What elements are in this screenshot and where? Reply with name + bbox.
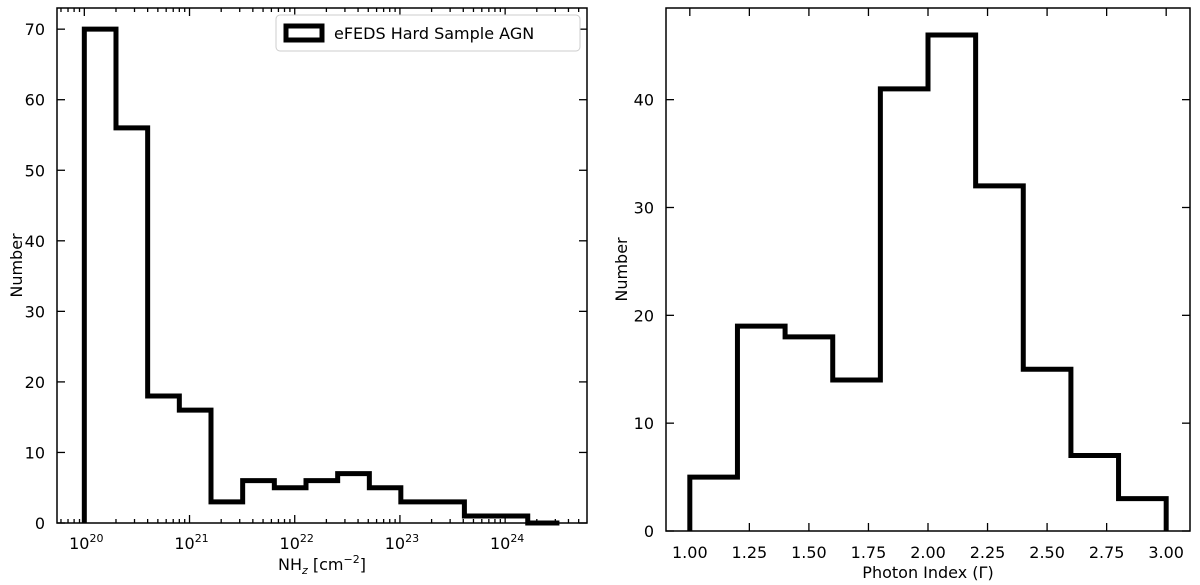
histogram-step-line (687, 32, 1169, 531)
y-tick-label: 10 (634, 414, 654, 433)
histogram-bin (880, 89, 928, 531)
histogram-bin (433, 502, 465, 523)
nh-histogram-panel: 0 10 20 30 40 50 60 70 1020 1021 1022 1023 1024 Numbe… (0, 0, 600, 581)
y-tick-label: 0 (644, 522, 654, 541)
y-tick-label: 20 (634, 306, 654, 325)
histogram-bin (211, 502, 243, 523)
y-tick-label: 30 (25, 302, 45, 321)
x-tick-label: 1.50 (791, 543, 827, 562)
histogram-bin (369, 488, 400, 523)
x-tick-label: 1.75 (851, 543, 887, 562)
x-tick-label: 2.00 (910, 543, 946, 562)
histogram-bin (148, 396, 180, 523)
y-tick-label: 30 (634, 198, 654, 217)
y-tick-label: 40 (634, 91, 654, 110)
histogram-bin (785, 337, 833, 531)
x-tick-label: 1022 (280, 532, 314, 553)
x-axis-label: Photon Index (Γ) (862, 563, 993, 581)
legend: eFEDS Hard Sample AGN (275, 14, 581, 52)
y-tick-label: 40 (25, 232, 45, 251)
x-tick-label: 1021 (174, 532, 208, 553)
histogram-bin (401, 502, 433, 523)
legend-box (275, 14, 581, 52)
histogram-bin (243, 481, 275, 523)
x-tick-label: 1.00 (672, 543, 708, 562)
histogram-bin (1023, 369, 1071, 531)
histogram-bin (1119, 499, 1167, 531)
histogram-step-line (81, 26, 560, 526)
histogram-bin (84, 29, 116, 523)
histogram-bin (306, 481, 338, 523)
histogram-bin (833, 380, 881, 531)
histogram-bin (737, 326, 785, 531)
histogram-bin (928, 35, 976, 531)
y-tick-label: 10 (25, 443, 45, 462)
legend-label: eFEDS Hard Sample AGN (334, 24, 534, 43)
x-tick-label: 1024 (490, 532, 524, 553)
y-axis-label: Number (7, 233, 26, 298)
y-tick-label: 50 (25, 161, 45, 180)
y-tick-label: 60 (25, 91, 45, 110)
histogram-bin (274, 488, 306, 523)
x-tick-label: 1023 (385, 532, 419, 553)
y-axis-label: Number (612, 237, 631, 302)
legend-swatch (283, 23, 325, 43)
x-tick-label: 1.25 (732, 543, 768, 562)
x-tick-label: 3.00 (1148, 543, 1184, 562)
x-tick-label: 2.50 (1029, 543, 1065, 562)
histogram-bin (116, 128, 148, 523)
y-tick-label: 70 (25, 20, 45, 39)
y-tick-label: 0 (35, 514, 45, 533)
histogram-bin (1071, 456, 1119, 531)
y-tick-label: 20 (25, 373, 45, 392)
photon-index-histogram-chart: 0 10 20 30 40 1.00 1.25 1.50 1.75 2.00 2.25 2.50 2.7… (612, 7, 1191, 582)
photon-index-histogram-panel: 0 10 20 30 40 1.00 1.25 1.50 1.75 2.00 2.25 2.50 2.7… (600, 0, 1200, 582)
axes-frame (56, 7, 588, 524)
x-tick-label: 1020 (69, 532, 103, 553)
histogram-bin (179, 410, 211, 523)
histogram-bin (690, 477, 738, 531)
x-tick-label: 2.75 (1089, 543, 1125, 562)
x-tick-label: 2.25 (970, 543, 1006, 562)
x-axis-label: NHz [cm−2] (278, 553, 366, 577)
histogram-bin (338, 474, 370, 523)
histogram-bin (976, 186, 1024, 531)
